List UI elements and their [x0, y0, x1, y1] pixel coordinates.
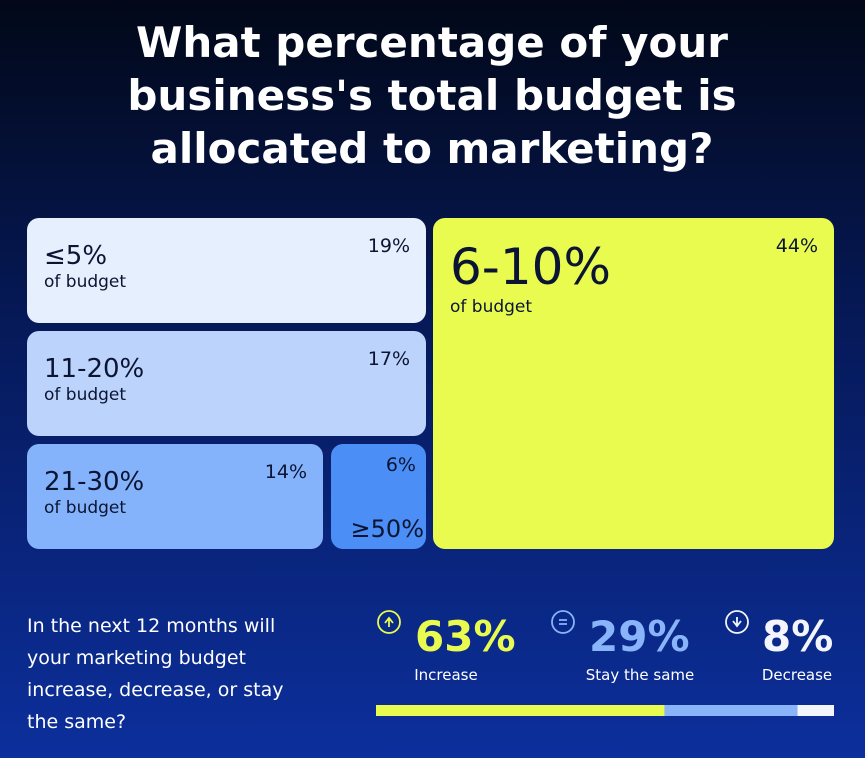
tile-category: ≤5%	[44, 241, 107, 271]
tile-note: of budget	[44, 385, 126, 405]
stat-value: 63%	[415, 612, 516, 661]
tile	[433, 218, 834, 549]
stat-value: 29%	[589, 612, 690, 661]
question: In the next 12 months will your marketing…	[27, 615, 283, 733]
tile-category: 6-10%	[450, 238, 611, 296]
tile	[27, 218, 426, 323]
tile	[27, 444, 323, 549]
tile-value: 44%	[776, 235, 818, 257]
icon	[377, 610, 401, 634]
icon-glyph	[732, 617, 742, 628]
tile-value: 19%	[368, 235, 410, 257]
tile-category: 21-30%	[44, 467, 144, 497]
stat-value: 8%	[762, 612, 833, 661]
tile-category: ≥50%	[351, 515, 424, 543]
icon	[551, 610, 575, 634]
bar-segment	[664, 705, 798, 716]
tile-value: 14%	[265, 461, 307, 483]
icon-glyph	[384, 616, 394, 627]
stat-label: Increase	[414, 666, 477, 684]
stat-label: Decrease	[762, 666, 832, 684]
tile-note: of budget	[44, 498, 126, 518]
tile-note: of budget	[450, 297, 532, 317]
tile-category: 11-20%	[44, 354, 144, 384]
stat-label: Stay the same	[586, 666, 694, 684]
icon-glyph	[559, 619, 567, 625]
tile-note: of budget	[44, 272, 126, 292]
icon	[725, 610, 749, 634]
tile	[27, 331, 426, 436]
bar-segment	[376, 705, 665, 716]
tile-value: 6%	[386, 454, 416, 476]
chart-title: What percentage of your business's total …	[127, 18, 736, 173]
bar-segment	[797, 705, 834, 716]
tile-value: 17%	[368, 348, 410, 370]
tile	[331, 444, 426, 549]
